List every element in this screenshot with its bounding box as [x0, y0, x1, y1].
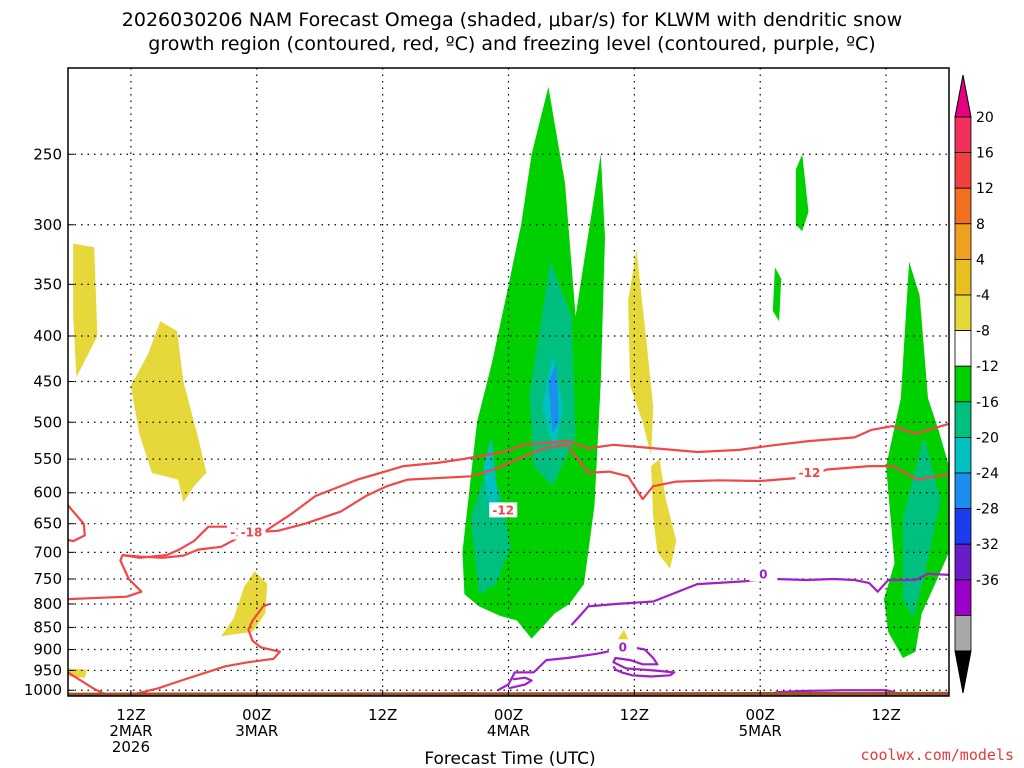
x-tick-label-6-1: 2MAR: [109, 722, 152, 740]
colorbar-segment-12: [954, 543, 972, 581]
x-tick-label-42-1: 4MAR: [487, 722, 530, 740]
contour-label-bg-5: [608, 639, 637, 655]
colorbar-segment-2: [954, 187, 972, 225]
y-tick-label-900: 900: [33, 641, 62, 659]
colorbar-segment-6: [954, 330, 972, 367]
x-tick-label-18-0: 00Z: [242, 706, 271, 724]
x-tick-label-66-0: 00Z: [746, 706, 775, 724]
y-tick-label-650: 650: [33, 515, 62, 533]
colorbar-segment-14: [954, 615, 972, 652]
colorbar-segment-9: [954, 436, 972, 474]
colorbar-label-12: -32: [976, 537, 999, 553]
x-tick-label-6-2: 2026: [112, 738, 150, 756]
x-tick-label-54-0: 12Z: [620, 706, 649, 724]
colorbar-label-4: 4: [976, 252, 985, 268]
colorbar-segment-7: [954, 365, 972, 403]
omega-region-neg4-8: [884, 261, 949, 658]
colorbar-label-10: -24: [976, 466, 999, 482]
colorbar-label-7: -12: [976, 359, 999, 375]
colorbar-label-8: -16: [976, 395, 999, 411]
contour-label-bg-4: [749, 566, 778, 582]
colorbar-segment-4: [954, 258, 972, 296]
plot-area: -18-18-12-120025030035040045050055060065…: [24, 67, 950, 756]
colorbar-label-6: -8: [976, 324, 990, 340]
chart-title-line1: 2026030206 NAM Forecast Omega (shaded, μ…: [122, 9, 902, 31]
colorbar-label-13: -36: [976, 573, 999, 589]
contour-label-4: 0: [759, 567, 767, 581]
contour-line-4: [570, 572, 949, 626]
colorbar-bottom-arrow: [954, 650, 972, 694]
contour-label-1: -18: [241, 526, 263, 540]
credit-text: coolwx.com/models: [860, 746, 1014, 764]
omega-region-4-4: [628, 249, 654, 456]
contour-label-5: 0: [619, 640, 627, 654]
contour-line-1: [122, 422, 949, 559]
omega-region-neg4-9: [795, 154, 809, 232]
contour-line-6: [508, 676, 533, 690]
colorbar-top-arrow: [954, 74, 972, 118]
contour-line-5: [497, 645, 676, 692]
y-tick-label-250: 250: [33, 145, 62, 163]
colorbar-label-3: 8: [976, 217, 985, 233]
omega-region-4-0: [73, 243, 98, 378]
y-tick-label-600: 600: [33, 484, 62, 502]
contour-label-2: -12: [492, 503, 514, 517]
y-tick-label-950: 950: [33, 661, 62, 679]
colorbar-label-1: 16: [976, 146, 994, 162]
colorbar-segment-10: [954, 472, 972, 509]
contour-label-bg-1: [237, 524, 266, 540]
chart-title-line2: growth region (contoured, red, ºC) and f…: [148, 33, 875, 55]
x-tick-label-66-1: 5MAR: [739, 722, 782, 740]
omega-region-neg8-11: [470, 466, 511, 595]
contour-line-2: [68, 443, 949, 601]
x-tick-label-42-0: 00Z: [494, 706, 523, 724]
omega-region-neg12-14: [483, 437, 498, 518]
omega-region-neg4-10: [772, 267, 782, 322]
y-tick-label-1000: 1000: [24, 681, 62, 699]
y-tick-label-850: 850: [33, 618, 62, 636]
x-tick-label-18-1: 3MAR: [235, 722, 278, 740]
colorbar-label-2: 12: [976, 181, 994, 197]
colorbar-segment-8: [954, 401, 972, 438]
colorbar-segment-13: [954, 579, 972, 616]
colorbar: 20 16 12 8 4 -4 -8 -12 -16 -20 -24 -28 -32 -36: [954, 74, 999, 694]
colorbar-segment-5: [954, 294, 972, 331]
colorbar-segment-11: [954, 508, 972, 545]
colorbar-label-9: -20: [976, 430, 999, 446]
omega-region-4-1: [130, 321, 207, 503]
colorbar-segment-1: [954, 152, 972, 189]
contour-label-3: -12: [799, 466, 821, 480]
y-tick-label-750: 750: [33, 570, 62, 588]
x-axis-label: Forecast Time (UTC): [424, 749, 595, 768]
y-tick-label-500: 500: [33, 413, 62, 431]
contour-line-0: [68, 504, 86, 543]
x-tick-label-6-0: 12Z: [116, 706, 145, 724]
colorbar-label-5: -4: [976, 288, 990, 304]
y-tick-label-800: 800: [33, 595, 62, 613]
colorbar-segment-3: [954, 223, 972, 260]
omega-region-neg8-13: [902, 437, 941, 619]
y-tick-label-700: 700: [33, 543, 62, 561]
x-tick-label-30-0: 12Z: [368, 706, 397, 724]
contour-label-bg-3: [795, 464, 824, 480]
colorbar-segment-0: [954, 116, 972, 153]
x-tick-label-78-0: 12Z: [871, 706, 900, 724]
y-tick-label-300: 300: [33, 216, 62, 234]
y-tick-label-550: 550: [33, 450, 62, 468]
colorbar-label-11: -28: [976, 502, 999, 518]
y-tick-label-400: 400: [33, 327, 62, 345]
y-tick-label-450: 450: [33, 373, 62, 391]
contour-label-bg-2: [489, 502, 518, 518]
y-tick-label-350: 350: [33, 275, 62, 293]
colorbar-label-0: 20: [976, 110, 994, 126]
